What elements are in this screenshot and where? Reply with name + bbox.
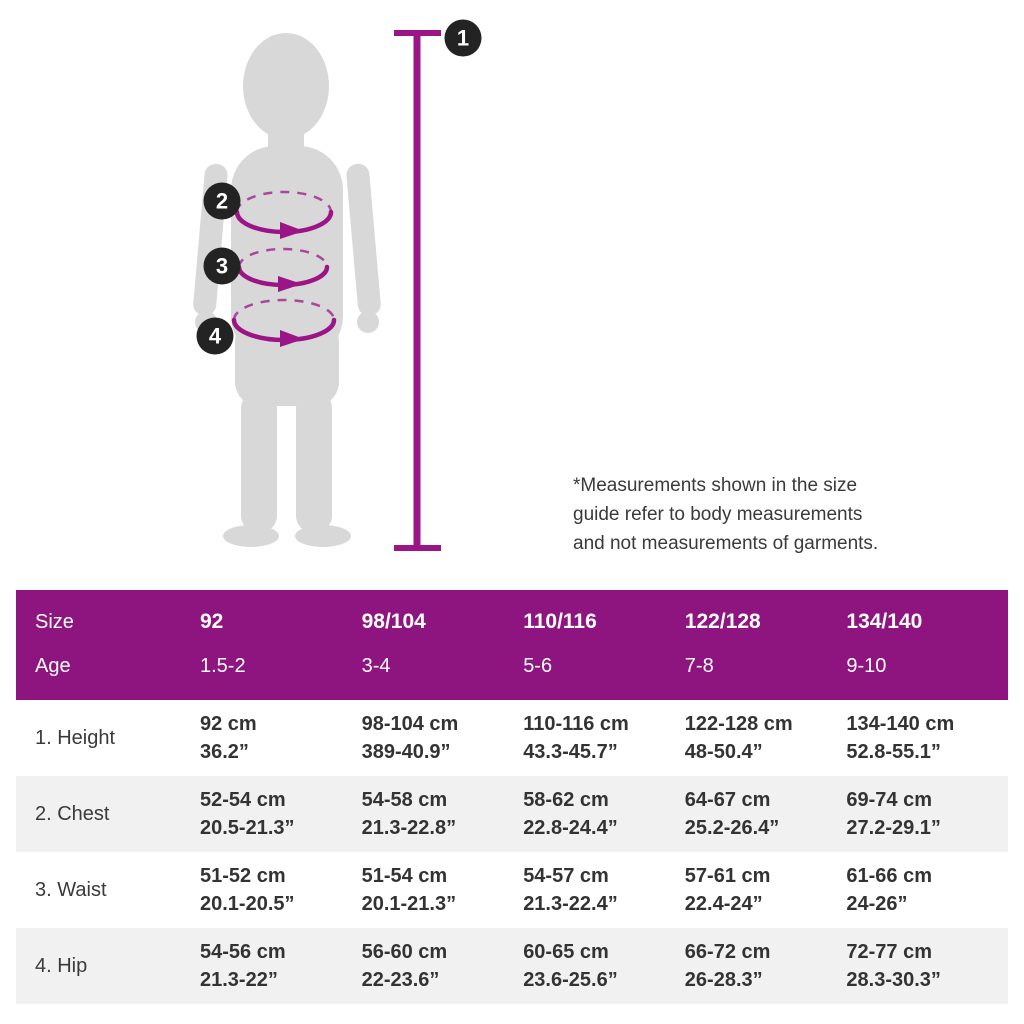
waist-measure-ellipse bbox=[236, 247, 330, 292]
measurement-cell: 122-128 cm 48-50.4” bbox=[685, 710, 847, 766]
measurement-cell: 134-140 cm 52.8-55.1” bbox=[846, 710, 1008, 766]
size-header-row: Size 92 98/104 110/116 122/128 134/140 bbox=[16, 610, 1008, 634]
size-row-label: Size bbox=[35, 610, 74, 633]
measurement-cell: 56-60 cm 22-23.6” bbox=[362, 938, 524, 994]
table-row: 3. Waist 51-52 cm 20.1-20.5” 51-54 cm 20.1-2… bbox=[16, 852, 1008, 928]
measurement-cell: 69-74 cm 27.2-29.1” bbox=[846, 786, 1008, 842]
cm-value: 54-56 cm bbox=[200, 941, 286, 963]
measurement-cell: 61-66 cm 24-26” bbox=[846, 862, 1008, 918]
inch-value: 24-26” bbox=[846, 893, 908, 915]
age-col-1: 3-4 bbox=[361, 655, 391, 677]
cm-value: 72-77 cm bbox=[846, 941, 933, 963]
cm-value: 64-67 cm bbox=[684, 789, 771, 811]
measurement-cell: 57-61 cm 22.4-24” bbox=[685, 862, 847, 918]
waist-badge: 3 bbox=[203, 247, 241, 285]
cm-value: 92 cm bbox=[200, 713, 257, 735]
cm-value: 57-61 cm bbox=[684, 865, 771, 887]
size-col-3: 122/128 bbox=[684, 610, 761, 633]
row-label: 4. Hip bbox=[35, 954, 88, 977]
age-header-row: Age 1.5-2 3-4 5-6 7-8 9-10 bbox=[16, 655, 1008, 678]
row-label: 3. Waist bbox=[35, 878, 107, 901]
size-table-body: 1. Height 92 cm 36.2” 98-104 cm 389-40.9” 110… bbox=[16, 700, 1008, 1004]
cm-value: 54-58 cm bbox=[361, 789, 448, 811]
cm-value: 69-74 cm bbox=[846, 789, 933, 811]
size-col-4: 134/140 bbox=[846, 610, 923, 633]
inch-value: 43.3-45.7” bbox=[523, 741, 618, 763]
inch-value: 22.8-24.4” bbox=[523, 817, 618, 839]
measurement-cell: 51-54 cm 20.1-21.3” bbox=[362, 862, 524, 918]
size-col-1: 98/104 bbox=[361, 610, 426, 633]
size-col-2: 110/116 bbox=[523, 610, 597, 633]
measurement-cell: 64-67 cm 25.2-26.4” bbox=[685, 786, 847, 842]
inch-value: 20.1-21.3” bbox=[361, 893, 457, 915]
inch-value: 21.3-22” bbox=[200, 969, 278, 991]
size-col-0: 92 bbox=[200, 610, 224, 633]
inch-value: 27.2-29.1” bbox=[846, 817, 941, 839]
measurement-cell: 54-58 cm 21.3-22.8” bbox=[362, 786, 524, 842]
table-row: 4. Hip 54-56 cm 21.3-22” 56-60 cm 22-23.6” 60… bbox=[16, 928, 1008, 1004]
height-measure-line bbox=[394, 30, 441, 551]
cm-value: 56-60 cm bbox=[361, 941, 448, 963]
inch-value: 22-23.6” bbox=[361, 969, 440, 991]
table-row: 2. Chest 52-54 cm 20.5-21.3” 54-58 cm 21.3-2… bbox=[16, 776, 1008, 852]
measurement-cell: 58-62 cm 22.8-24.4” bbox=[523, 786, 685, 842]
measurement-cell: 51-52 cm 20.1-20.5” bbox=[200, 862, 362, 918]
child-silhouette-figure bbox=[193, 30, 441, 551]
measurement-cell: 72-77 cm 28.3-30.3” bbox=[846, 938, 1008, 994]
age-col-3: 7-8 bbox=[684, 655, 714, 677]
cm-value: 51-54 cm bbox=[361, 865, 448, 887]
measurement-cell: 52-54 cm 20.5-21.3” bbox=[200, 786, 362, 842]
inch-value: 25.2-26.4” bbox=[684, 817, 780, 839]
row-label: 1. Height bbox=[35, 726, 116, 749]
inch-value: 52.8-55.1” bbox=[846, 741, 941, 763]
age-col-2: 5-6 bbox=[523, 655, 553, 677]
age-row-label: Age bbox=[35, 655, 71, 677]
inch-value: 28.3-30.3” bbox=[846, 969, 941, 991]
measurement-cell: 66-72 cm 26-28.3” bbox=[685, 938, 847, 994]
cm-value: 52-54 cm bbox=[200, 789, 286, 811]
inch-value: 20.5-21.3” bbox=[200, 817, 295, 839]
inch-value: 21.3-22.4” bbox=[523, 893, 618, 915]
table-row: 1. Height 92 cm 36.2” 98-104 cm 389-40.9” 110… bbox=[16, 700, 1008, 776]
cm-value: 51-52 cm bbox=[200, 865, 286, 887]
inch-value: 36.2” bbox=[200, 741, 249, 763]
chest-measure-ellipse bbox=[234, 190, 334, 239]
child-silhouette bbox=[193, 33, 381, 547]
cm-value: 58-62 cm bbox=[523, 789, 609, 811]
inch-value: 21.3-22.8” bbox=[361, 817, 457, 839]
height-badge: 1 bbox=[444, 19, 482, 57]
inch-value: 48-50.4” bbox=[684, 741, 763, 763]
size-table: Size 92 98/104 110/116 122/128 134/140 Age 1.5… bbox=[16, 590, 1008, 1004]
cm-value: 66-72 cm bbox=[684, 941, 771, 963]
inch-value: 26-28.3” bbox=[684, 969, 763, 991]
chest-badge: 2 bbox=[203, 182, 241, 220]
measurement-cell: 98-104 cm 389-40.9” bbox=[362, 710, 524, 766]
hip-measure-ellipse bbox=[231, 298, 337, 347]
hip-badge: 4 bbox=[196, 317, 234, 355]
cm-value: 110-116 cm bbox=[523, 713, 629, 735]
measurement-note: *Measurements shown in the size guide re… bbox=[573, 475, 879, 554]
inch-value: 23.6-25.6” bbox=[523, 969, 618, 991]
measurement-cell: 54-56 cm 21.3-22” bbox=[200, 938, 362, 994]
cm-value: 122-128 cm bbox=[684, 713, 793, 735]
size-table-header: Size 92 98/104 110/116 122/128 134/140 Age 1.5… bbox=[16, 590, 1008, 700]
inch-value: 389-40.9” bbox=[361, 741, 451, 763]
inch-value: 22.4-24” bbox=[684, 893, 763, 915]
cm-value: 98-104 cm bbox=[361, 713, 459, 735]
age-col-0: 1.5-2 bbox=[200, 655, 246, 677]
cm-value: 61-66 cm bbox=[846, 865, 933, 887]
row-label: 2. Chest bbox=[35, 802, 110, 825]
inch-value: 20.1-20.5” bbox=[200, 893, 295, 915]
measurement-cell: 54-57 cm 21.3-22.4” bbox=[523, 862, 685, 918]
measurement-cell: 60-65 cm 23.6-25.6” bbox=[523, 938, 685, 994]
cm-value: 60-65 cm bbox=[523, 941, 609, 963]
cm-value: 54-57 cm bbox=[523, 865, 609, 887]
cm-value: 134-140 cm bbox=[846, 713, 955, 735]
age-col-4: 9-10 bbox=[846, 655, 887, 677]
measurement-cell: 92 cm 36.2” bbox=[200, 710, 362, 766]
measurement-cell: 110-116 cm 43.3-45.7” bbox=[523, 710, 685, 766]
